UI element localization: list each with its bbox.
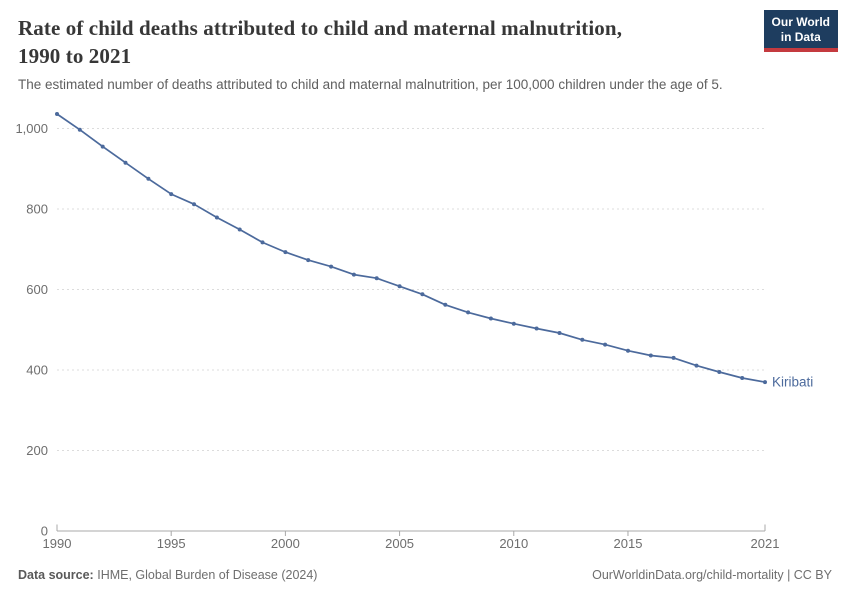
y-axis-tick-label: 600 — [26, 282, 48, 297]
y-axis-tick-label: 800 — [26, 202, 48, 217]
chart-subtitle: The estimated number of deaths attribute… — [18, 77, 723, 92]
series-line[interactable] — [56, 113, 766, 383]
data-point[interactable] — [169, 192, 174, 197]
y-axis-tick-label: 0 — [41, 524, 48, 539]
x-axis-tick-label: 1995 — [157, 536, 186, 551]
data-point[interactable] — [329, 264, 334, 269]
data-point[interactable] — [192, 202, 196, 207]
x-axis-tick-label: 2010 — [499, 536, 528, 551]
data-point[interactable] — [55, 112, 59, 116]
y-axis-tick-label: 1,000 — [15, 121, 48, 136]
x-axis-tick-label: 2005 — [385, 536, 414, 551]
x-axis-tick-label: 2015 — [614, 536, 643, 551]
x-axis-tick-label: 1990 — [43, 536, 72, 551]
data-point[interactable] — [397, 284, 402, 289]
y-axis-tick-label: 200 — [26, 443, 48, 458]
chart-footer: Data source: IHME, Global Burden of Dise… — [0, 568, 850, 582]
data-point[interactable] — [511, 321, 516, 326]
data-source-label: Data source: — [18, 568, 94, 582]
data-point[interactable] — [443, 302, 448, 307]
x-axis-tick-label: 2021 — [751, 536, 780, 551]
data-point[interactable] — [717, 370, 722, 374]
data-point[interactable] — [260, 240, 265, 245]
data-point[interactable] — [351, 272, 356, 277]
y-axis-tick-label: 400 — [26, 363, 48, 378]
data-point[interactable] — [488, 316, 493, 321]
credit-link[interactable]: OurWorldinData.org/child-mortality | CC … — [592, 568, 832, 582]
data-point[interactable] — [694, 363, 699, 368]
data-point[interactable] — [146, 176, 151, 181]
page-title: Rate of child deaths attributed to child… — [18, 16, 623, 68]
line-chart[interactable]: 0 200 400 600 800 1,000 1990 1995 2000 2005 2010 20… — [0, 100, 850, 560]
data-source-value: IHME, Global Burden of Disease (2024) — [97, 568, 318, 582]
data-point[interactable] — [306, 258, 311, 263]
data-source: Data source: IHME, Global Burden of Dise… — [18, 568, 317, 582]
data-point[interactable] — [740, 376, 745, 380]
data-point[interactable] — [557, 331, 562, 335]
data-point[interactable] — [534, 326, 539, 331]
data-point[interactable] — [648, 353, 653, 358]
data-point[interactable] — [283, 250, 288, 255]
data-point[interactable] — [100, 144, 105, 149]
data-point[interactable] — [580, 337, 585, 342]
entity-label[interactable]: Kiribati — [772, 375, 813, 390]
data-point[interactable] — [77, 127, 82, 132]
x-axis-tick-label: 2000 — [271, 536, 300, 551]
data-point[interactable] — [626, 348, 630, 353]
data-point[interactable] — [374, 276, 379, 281]
owid-logo[interactable]: Our World in Data — [763, 10, 838, 52]
data-point[interactable] — [466, 310, 471, 315]
data-point[interactable] — [237, 227, 242, 232]
data-point[interactable] — [214, 215, 219, 220]
data-point[interactable] — [420, 292, 425, 297]
data-point[interactable] — [603, 342, 608, 347]
data-point[interactable] — [671, 355, 676, 360]
data-point[interactable] — [763, 380, 767, 385]
data-point[interactable] — [123, 160, 128, 165]
